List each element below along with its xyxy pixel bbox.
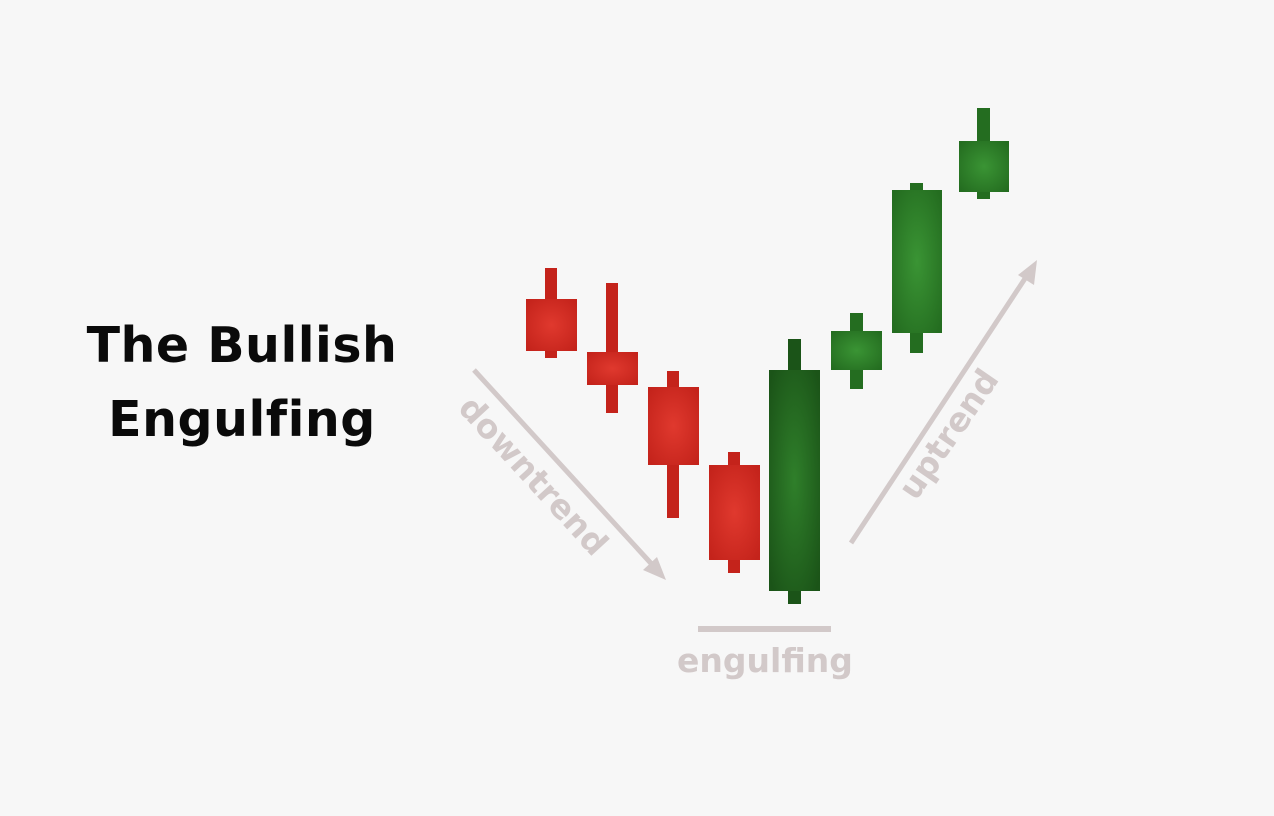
- downtrend-arrow: [472, 368, 666, 580]
- bearish-candle-4: [709, 452, 760, 573]
- title-line-1: The Bullish: [86, 317, 398, 374]
- bearish-candles: [526, 268, 760, 573]
- bearish-candle-2: [587, 283, 638, 413]
- bullish-candle-1: [831, 313, 882, 389]
- bullish-engulfing-candle: [769, 339, 820, 604]
- title-line-2: Engulfing: [108, 391, 376, 448]
- uptrend-label: uptrend: [890, 362, 1006, 507]
- uptrend-arrow: [848, 260, 1037, 545]
- engulfing-label: engulfing: [677, 641, 853, 680]
- bullish-candles: [831, 108, 1009, 389]
- bullish-candle-2: [892, 183, 942, 353]
- downtrend-label: downtrend: [451, 388, 616, 563]
- diagram-title: The Bullish Engulfing: [62, 309, 422, 457]
- bearish-candle-1: [526, 268, 577, 358]
- bullish-candle-3: [959, 108, 1009, 199]
- bearish-candle-3: [648, 371, 699, 518]
